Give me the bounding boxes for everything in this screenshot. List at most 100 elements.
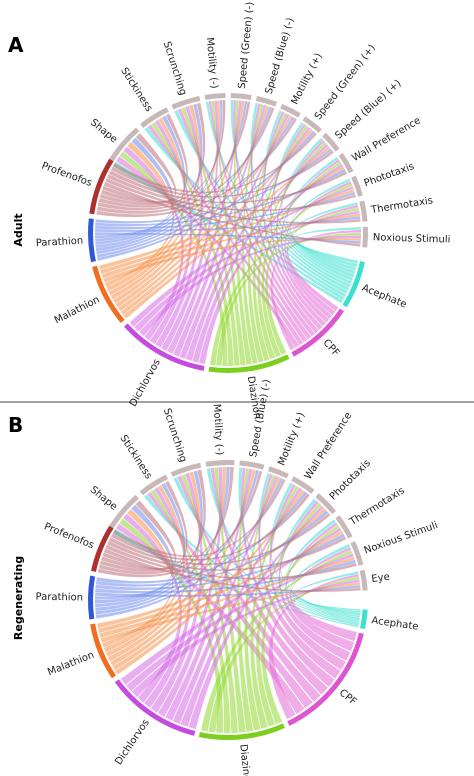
arc-diazinon [208,354,290,374]
ribbon-cpf [278,500,351,661]
ribbon-diazinon [261,161,342,358]
ribbon-malathion [99,556,355,638]
arc-phototaxis [315,493,337,515]
arc-profenofos [89,158,114,215]
ribbon-cpf [147,124,304,346]
panel-letter: B [8,413,23,437]
label-motility: Motility (-) [204,37,220,89]
ribbon-profenofos [97,101,251,211]
ribbon-acephate [264,110,352,285]
ribbon-cpf [116,523,305,714]
ribbon-parathion [95,504,174,600]
ribbon-profenofos [101,113,188,204]
ribbon-profenofos [113,479,286,558]
ribbon-dichlorvos [180,487,302,727]
ribbon-diazinon [257,141,327,360]
arc-motility [280,103,301,118]
ribbon-diazinon [181,107,240,366]
label-motility: Motility (-) [211,404,225,456]
arc-diazinon [198,723,285,740]
ribbon-dichlorvos [179,113,290,359]
ribbon-profenofos [96,117,297,218]
ribbon-diazinon [181,474,239,733]
ribbon-malathion [103,237,361,283]
ribbon-diazinon [214,467,246,733]
ribbon-dichlorvos [150,472,203,713]
arc-motility [204,93,226,100]
ribbon-diazinon [256,503,322,727]
ribbon-malathion [103,485,185,653]
arc-speed-green [302,116,322,133]
label-parathion: Parathion [36,236,84,249]
ribbon-profenofos [108,170,348,204]
label-diazinon: Diazinon [237,744,252,776]
arc-noxious-stimuli [362,226,369,248]
ribbon-diazinon [237,468,254,732]
ribbon-acephate [286,156,356,275]
arc-wall-preference [291,476,315,494]
ribbon-dichlorvos [139,235,361,336]
arc-malathion [92,265,125,324]
arc-scrunching [170,462,202,477]
arc-noxious-stimuli [350,541,364,566]
arc-motility [205,459,235,467]
arc-acephate [342,261,365,308]
arc-scrunching [171,95,201,110]
arc-speed-green [230,93,252,100]
ribbon-acephate [292,202,358,268]
arc-thermotaxis [359,200,368,222]
ribbon-diazinon [233,100,252,365]
ribbon-dichlorvos [172,475,278,724]
panel-letter: A [8,33,24,57]
arc-parathion [87,575,96,620]
ribbon-diazinon [119,151,228,367]
ribbon-cpf [285,522,355,652]
ribbon-parathion [94,232,361,244]
arc-malathion [90,623,117,679]
ribbon-profenofos [101,481,188,571]
arc-speed-blue [255,96,278,107]
ribbon-malathion [99,166,345,270]
ribbon-cpf [250,103,319,334]
arc-speed-blue [239,460,265,470]
arc-stickiness [139,474,169,496]
ribbon-acephate [291,544,361,613]
arc-stickiness [140,107,169,128]
arc-cpf [291,308,345,357]
ribbon-parathion [95,137,174,239]
label-noxious-stimuli: Noxious Stimuli [373,232,451,245]
ribbon-dichlorvos [185,127,311,361]
arc-motility [268,466,289,479]
ribbon-parathion [95,191,356,230]
arc-acephate [360,609,368,630]
arc-wall-preference [338,152,354,174]
ribbon-parathion [95,216,361,232]
ribbon-cpf [284,181,352,316]
label-parathion: Parathion [35,592,83,604]
row-label: Regenerating [12,556,25,640]
arc-dichlorvos [114,679,196,736]
row-label: Adult [12,213,25,246]
arc-speed-blue [322,132,340,152]
arc-parathion [88,218,96,263]
chord-ribbons [94,100,362,367]
chord-arcs [88,93,369,374]
arc-thermotaxis [335,515,353,539]
ribbon-cpf [276,139,330,323]
chord-ribbons [94,466,361,734]
ribbon-diazinon [211,100,246,366]
ribbon-cpf [240,467,335,687]
ribbon-dichlorvos [157,467,223,717]
arc-phototaxis [351,175,363,197]
ribbon-cpf [290,547,357,642]
ribbon-dichlorvos [120,527,342,685]
label-eye: Eye [371,572,391,586]
ribbon-dichlorvos [173,104,267,357]
ribbon-malathion [100,189,355,275]
arc-cpf [287,632,364,726]
arc-dichlorvos [123,323,205,371]
ribbon-diazinon [261,524,340,725]
ribbon-acephate [293,571,361,611]
arc-eye [359,569,368,591]
